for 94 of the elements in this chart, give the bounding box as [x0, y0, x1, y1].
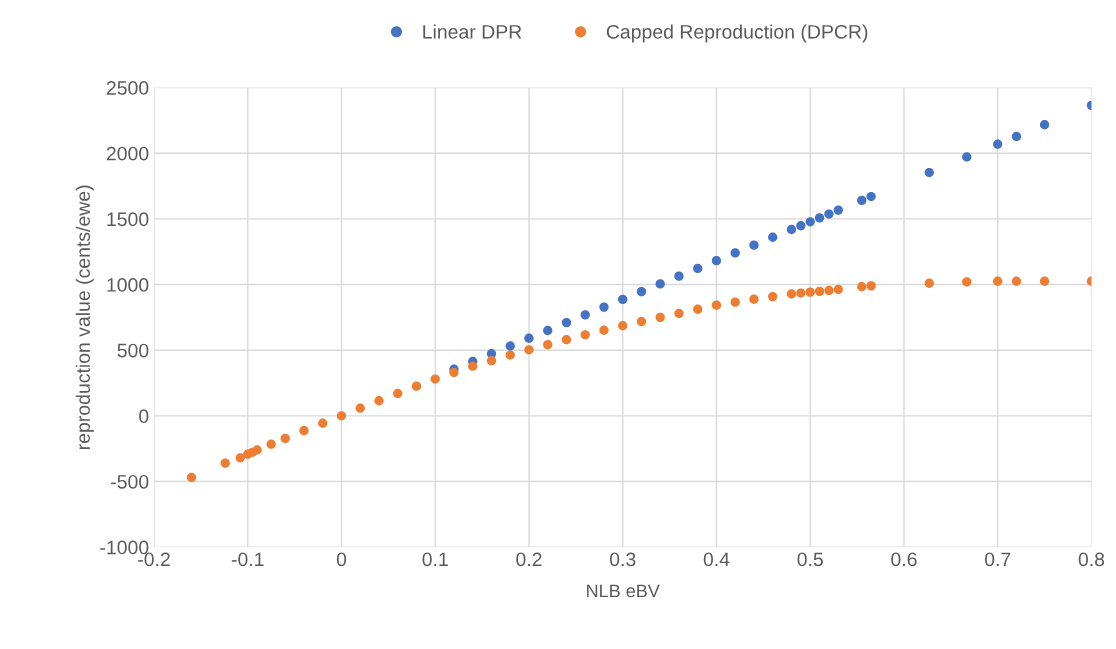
point [186, 472, 197, 483]
x-tick-label: 0.6 [891, 552, 917, 567]
legend-label: Capped Reproduction (DPCR) [606, 24, 868, 43]
point [768, 232, 778, 242]
point [599, 302, 609, 312]
point [266, 439, 276, 449]
point [824, 285, 834, 296]
y-tick-label: 0 [139, 409, 149, 424]
point [655, 312, 665, 323]
point [543, 325, 553, 336]
point [814, 286, 825, 297]
point [857, 282, 867, 292]
point [336, 411, 347, 421]
x-tick-label: 0 [336, 552, 347, 567]
point [866, 191, 876, 202]
point [580, 310, 590, 320]
point [796, 221, 806, 231]
y-tick-label: 1500 [107, 212, 149, 227]
point [220, 458, 230, 468]
point [411, 381, 422, 391]
point [599, 325, 609, 335]
point [993, 276, 1003, 286]
point [561, 317, 572, 328]
point [1011, 276, 1022, 286]
point [468, 361, 478, 371]
point [561, 335, 572, 345]
x-tick-label: -0.1 [231, 552, 264, 567]
point [636, 316, 647, 327]
point [768, 291, 778, 302]
point [1039, 120, 1050, 130]
x-tick-label: 0.1 [422, 552, 448, 567]
point [374, 396, 384, 406]
x-axis-title: NLB eBV [587, 584, 660, 598]
x-tick-label: 0.3 [609, 552, 636, 567]
x-tick-label: 0.2 [516, 552, 542, 567]
point [1039, 276, 1050, 286]
point [355, 403, 365, 413]
point [618, 294, 628, 305]
x-tick-label: 0.7 [984, 552, 1011, 567]
point [618, 321, 628, 331]
point [252, 445, 262, 455]
point [962, 277, 972, 287]
point [786, 224, 797, 235]
point [730, 297, 740, 307]
point [962, 152, 972, 162]
point [924, 167, 934, 178]
point [430, 374, 440, 384]
point [235, 453, 245, 463]
x-tick-label: 0.8 [1078, 552, 1105, 567]
point [805, 287, 815, 297]
point [749, 240, 759, 250]
point [924, 278, 934, 288]
y-tick-label: -500 [111, 474, 149, 489]
point [486, 356, 497, 366]
point [674, 308, 684, 319]
y-axis-title: reproduction value (cents/ewe) [75, 185, 94, 449]
x-tick-label: 0.4 [703, 552, 730, 567]
y-tick-label: 2500 [106, 81, 149, 95]
y-tick-label: 500 [117, 343, 149, 358]
point [866, 281, 876, 291]
x-tick-label: 0.5 [797, 552, 823, 567]
point [805, 217, 815, 227]
point [711, 300, 722, 310]
point [543, 340, 553, 350]
point [524, 345, 534, 355]
point [814, 213, 825, 223]
point [833, 284, 843, 295]
point [786, 289, 797, 299]
point [505, 341, 515, 351]
legend-label: Linear DPR [423, 24, 522, 39]
point [749, 294, 759, 304]
point [693, 304, 703, 314]
point [449, 367, 459, 378]
point [693, 263, 703, 274]
point [730, 248, 740, 258]
point [393, 388, 403, 399]
point [796, 288, 806, 298]
point [824, 209, 834, 219]
point [674, 271, 684, 281]
y-tick-label: 2000 [106, 146, 149, 161]
point [580, 330, 590, 340]
point [318, 418, 328, 428]
point [857, 195, 867, 206]
point [524, 333, 534, 343]
point [636, 286, 647, 297]
point [993, 139, 1003, 149]
point [833, 205, 843, 215]
point [505, 350, 515, 360]
y-tick-label: 1000 [107, 278, 149, 292]
point [299, 426, 309, 436]
point [1011, 131, 1022, 142]
point [280, 433, 290, 444]
point [655, 279, 665, 289]
point [711, 255, 722, 266]
